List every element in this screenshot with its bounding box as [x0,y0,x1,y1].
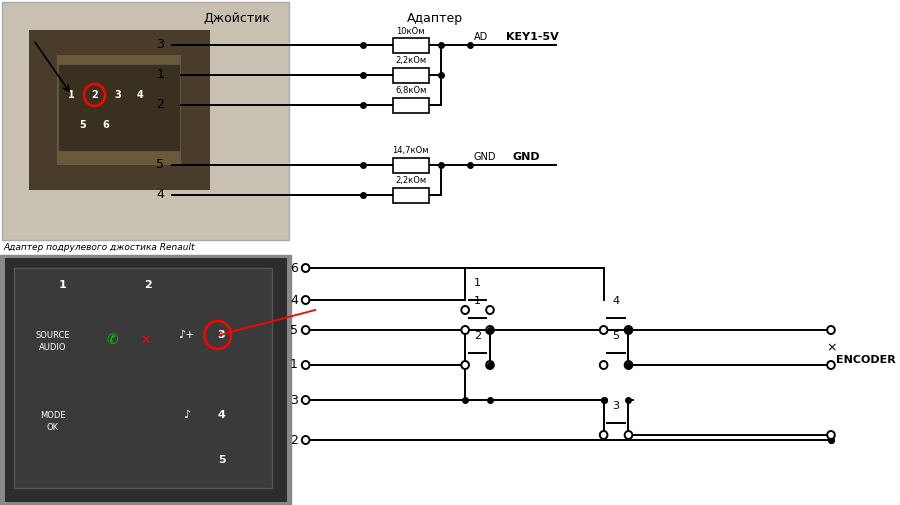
Text: AD: AD [473,32,488,42]
Text: 5: 5 [157,159,165,172]
Text: AUDIO: AUDIO [39,343,67,352]
Circle shape [827,361,835,369]
Text: 4: 4 [290,293,298,307]
Circle shape [599,361,608,369]
Circle shape [486,306,494,314]
Text: 6,8кОм: 6,8кОм [395,86,427,95]
Circle shape [462,306,469,314]
Text: 1: 1 [474,278,482,288]
Text: 6: 6 [103,120,110,130]
Text: ENCODER: ENCODER [836,355,896,365]
Text: 4: 4 [613,296,619,306]
Text: 2,2кОм: 2,2кОм [395,57,427,66]
Text: SOURCE: SOURCE [35,330,70,339]
Text: 10кОм: 10кОм [397,26,425,35]
Circle shape [486,361,494,369]
Text: 5: 5 [290,324,298,336]
Text: 4: 4 [218,410,226,420]
Text: 5: 5 [613,331,619,341]
Circle shape [599,326,608,334]
Text: 4: 4 [157,188,165,201]
Text: 3: 3 [290,393,298,407]
Circle shape [302,396,310,404]
Bar [29,30,210,190]
Text: Адаптер: Адаптер [407,12,463,25]
Text: Адаптер подрулевого джостика Renault: Адаптер подрулевого джостика Renault [4,243,195,252]
Text: 3: 3 [613,401,619,411]
Text: 2: 2 [157,98,165,112]
Text: KEY1-5V: KEY1-5V [506,32,559,42]
Text: GND: GND [473,152,496,162]
Bar [2,2,290,240]
Circle shape [625,361,633,369]
Text: 14,7кОм: 14,7кОм [392,146,429,156]
Text: ♪: ♪ [183,410,190,420]
Text: 2: 2 [290,433,298,446]
Circle shape [302,264,310,272]
Circle shape [302,361,310,369]
Text: MODE: MODE [40,411,66,420]
Text: 5: 5 [218,455,225,465]
Text: 4: 4 [137,90,144,100]
Circle shape [486,326,494,334]
Text: 1: 1 [68,90,75,100]
Text: 5: 5 [80,120,86,130]
Text: ✆: ✆ [107,333,119,347]
Text: 2: 2 [91,90,98,100]
Circle shape [599,431,608,439]
Text: ♪+: ♪+ [178,330,194,340]
Text: 2: 2 [144,280,152,290]
Bar [59,65,178,150]
Bar [392,158,429,173]
Text: 3: 3 [114,90,121,100]
Bar [4,258,286,502]
Text: 2,2кОм: 2,2кОм [395,177,427,185]
Text: 1: 1 [474,296,482,306]
Text: 2: 2 [474,331,482,341]
Text: $\times$: $\times$ [825,341,836,354]
Bar [392,68,429,82]
Text: 6: 6 [290,262,298,275]
Circle shape [827,431,835,439]
Bar [58,55,182,165]
Bar [392,187,429,203]
Text: Джойстик: Джойстик [203,12,270,25]
Circle shape [462,361,469,369]
Bar [14,268,272,488]
Text: 3: 3 [157,38,165,52]
Text: GND: GND [513,152,541,162]
Text: ✕: ✕ [140,333,150,346]
Circle shape [302,436,310,444]
Text: 1: 1 [157,69,165,81]
Circle shape [827,326,835,334]
Bar [0,255,292,505]
Text: 1: 1 [58,280,66,290]
Circle shape [302,326,310,334]
Text: OK: OK [47,424,58,432]
Circle shape [462,326,469,334]
Circle shape [625,431,633,439]
Bar [392,37,429,53]
Bar [392,97,429,113]
Circle shape [625,326,633,334]
Text: 3: 3 [218,330,225,340]
Text: 1: 1 [290,359,298,372]
Circle shape [302,296,310,304]
